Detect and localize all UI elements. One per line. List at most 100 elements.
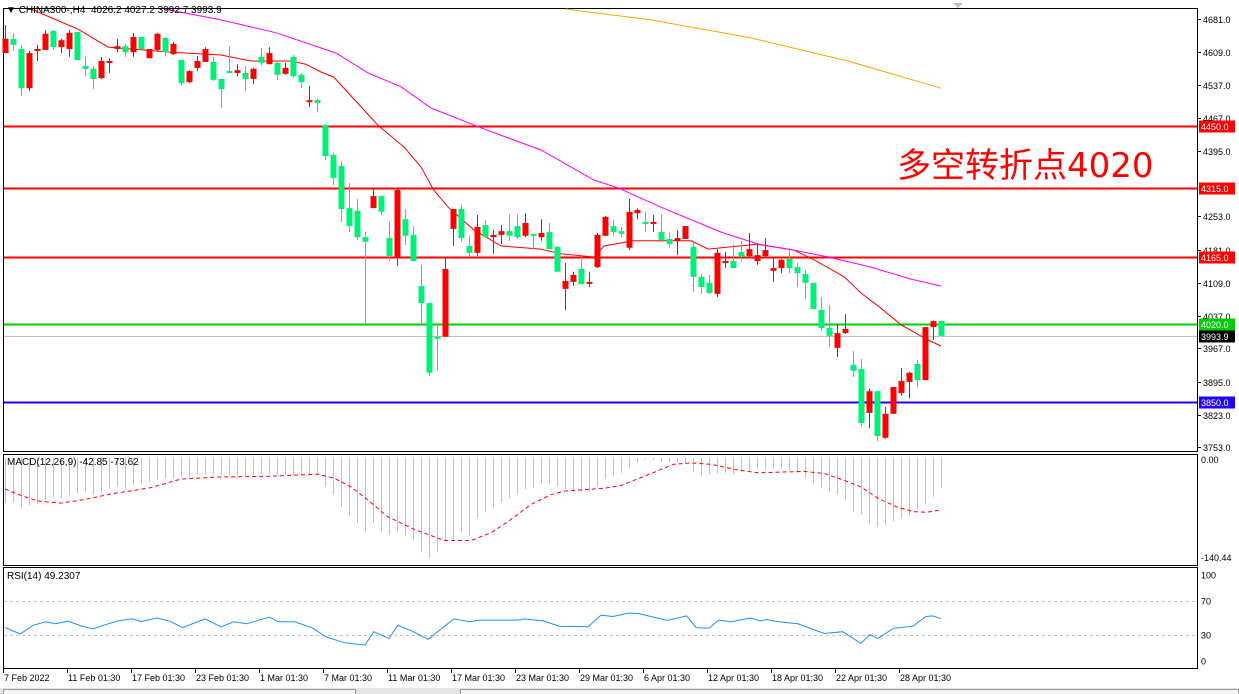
price-tick-label: 4537.0 bbox=[1203, 81, 1231, 91]
candle-body-down bbox=[226, 71, 233, 74]
candle-body-down bbox=[810, 282, 817, 310]
candle-body-up bbox=[562, 280, 569, 289]
candle-body-up bbox=[474, 227, 481, 253]
candle-body-up bbox=[778, 259, 785, 269]
candle-body-down bbox=[178, 60, 185, 84]
candle-body-up bbox=[714, 252, 721, 294]
candle-body-up bbox=[626, 211, 633, 248]
chart-shift-marker-icon[interactable] bbox=[953, 3, 963, 8]
panel-frames bbox=[0, 3, 1239, 694]
candle-body-down bbox=[386, 238, 393, 257]
candle-body-down bbox=[122, 46, 129, 53]
time-tick-label: 6 Apr 01:30 bbox=[644, 673, 690, 683]
candle-body-down bbox=[738, 251, 745, 257]
candle-body-down bbox=[618, 231, 625, 234]
candle-body-down bbox=[914, 363, 921, 381]
time-tick-label: 17 Feb 01:30 bbox=[132, 673, 185, 683]
ma-slow-line bbox=[565, 8, 942, 89]
rsi-axis-label: 0 bbox=[1201, 657, 1206, 667]
candle-body-down bbox=[242, 72, 249, 79]
time-axis: 7 Feb 2022 11 Feb 01:30 17 Feb 01:30 23 Feb… bbox=[3, 668, 951, 683]
candle-body-up bbox=[394, 190, 401, 257]
bottom-tab[interactable] bbox=[460, 689, 1239, 694]
candle-body-up bbox=[130, 36, 137, 53]
candle-body-up bbox=[194, 60, 201, 68]
candle-body-up bbox=[594, 234, 601, 268]
candle-body-down bbox=[458, 209, 465, 239]
candle-body-up bbox=[490, 234, 497, 238]
candle-body-up bbox=[442, 268, 449, 337]
time-tick-label: 23 Mar 01:30 bbox=[516, 673, 569, 683]
price-tick-label: 4037.0 bbox=[1203, 312, 1231, 322]
candle-body-up bbox=[66, 32, 73, 49]
candle-body-down bbox=[658, 232, 665, 240]
price-tick-label: 4681.0 bbox=[1203, 15, 1231, 25]
level-label: 3850.0 bbox=[1201, 398, 1229, 408]
candle-body-up bbox=[26, 53, 33, 89]
candle-body-down bbox=[82, 66, 89, 69]
candle-body-up bbox=[2, 38, 9, 54]
candle-body-up bbox=[58, 40, 65, 48]
candle-body-up bbox=[762, 250, 769, 257]
candle-body-up bbox=[34, 48, 41, 51]
annotation-text: 多空转折点4020 bbox=[897, 146, 1154, 186]
time-tick-label: 7 Mar 01:30 bbox=[324, 673, 372, 683]
candle-body-down bbox=[610, 226, 617, 233]
candle-body-up bbox=[250, 68, 257, 79]
candle-body-down bbox=[162, 37, 169, 53]
candle-body-up bbox=[538, 232, 545, 238]
macd-indicator bbox=[4, 458, 942, 559]
time-tick-label: 12 Apr 01:30 bbox=[708, 673, 759, 683]
time-tick-label: 17 Mar 01:30 bbox=[452, 673, 505, 683]
main-panel-frame bbox=[3, 8, 1198, 452]
macd-title: MACD(12,26,9) -42.85 -73.62 bbox=[7, 457, 139, 468]
symbol-timeframe: CHINA300-,H4 bbox=[18, 5, 86, 16]
candle-body-down bbox=[138, 36, 145, 49]
candle-body-down bbox=[410, 234, 417, 262]
rsi-title: RSI(14) 49.2307 bbox=[7, 571, 81, 582]
level-label: 4020.0 bbox=[1201, 320, 1229, 330]
candle-body-down bbox=[938, 320, 945, 336]
level-label-box bbox=[1199, 396, 1235, 409]
candle-body-down bbox=[418, 286, 425, 304]
candle-body-down bbox=[402, 219, 409, 236]
candle-body-down bbox=[274, 62, 281, 75]
candle-body-up bbox=[282, 67, 289, 74]
candle-body-up bbox=[114, 46, 121, 49]
time-tick-label: 1 Mar 01:30 bbox=[260, 673, 308, 683]
macd-axis-label: -140.44 bbox=[1201, 553, 1232, 563]
rsi-level-lines bbox=[4, 601, 1197, 636]
candle-body-up bbox=[866, 391, 873, 413]
candle-body-down bbox=[90, 68, 97, 79]
candle-body-up bbox=[722, 261, 729, 264]
candle-body-down bbox=[378, 196, 385, 212]
symbol-dropdown-icon[interactable]: ▼ bbox=[6, 5, 16, 16]
candle-body-up bbox=[570, 274, 577, 282]
candle-body-down bbox=[874, 391, 881, 436]
macd-axis-label: 0.00 bbox=[1201, 455, 1219, 465]
candle-body-down bbox=[818, 310, 825, 329]
candle-body-down bbox=[74, 31, 81, 61]
candle-body-up bbox=[498, 231, 505, 235]
price-tick-label: 4181.0 bbox=[1203, 246, 1231, 256]
candle-body-up bbox=[682, 226, 689, 239]
candle-body-down bbox=[338, 166, 345, 210]
rsi-panel-frame bbox=[3, 567, 1198, 669]
candle-body-down bbox=[330, 155, 337, 179]
candle-body-down bbox=[354, 210, 361, 238]
rsi-indicator bbox=[4, 612, 942, 646]
level-label: 4450.0 bbox=[1201, 122, 1229, 132]
candle-body-down bbox=[554, 246, 561, 272]
candle-body-down bbox=[466, 245, 473, 253]
level-label-box bbox=[1199, 251, 1235, 264]
candle-body-down bbox=[546, 232, 553, 250]
time-tick-label: 18 Apr 01:30 bbox=[772, 673, 823, 683]
candle-body-down bbox=[426, 303, 433, 373]
price-tick-label: 4467.0 bbox=[1203, 114, 1231, 124]
level-label-box bbox=[1199, 318, 1235, 331]
bottom-tab[interactable] bbox=[3, 689, 356, 694]
candle-body-down bbox=[514, 226, 521, 238]
price-tick-label: 4395.0 bbox=[1203, 147, 1231, 157]
rsi-axis-label: 70 bbox=[1201, 596, 1211, 606]
